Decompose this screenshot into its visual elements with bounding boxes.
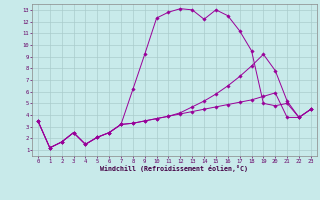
X-axis label: Windchill (Refroidissement éolien,°C): Windchill (Refroidissement éolien,°C) <box>100 165 248 172</box>
